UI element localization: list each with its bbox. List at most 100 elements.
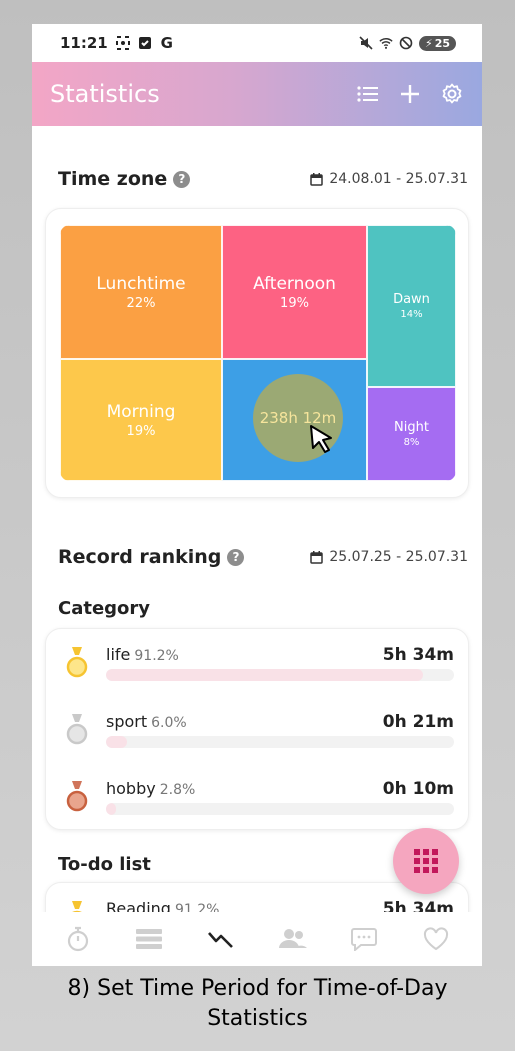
tile-afternoon[interactable]: Afternoon 19% [222, 225, 367, 359]
add-button[interactable] [398, 82, 422, 106]
category-row[interactable]: sport 6.0% 0h 21m [62, 712, 454, 762]
nav-records[interactable] [129, 919, 169, 959]
category-percent: 2.8% [159, 782, 196, 798]
progress-track [106, 736, 454, 748]
tile-percent: 19% [126, 423, 156, 439]
battery-bolt-icon: ⚡ [424, 36, 433, 50]
list-button[interactable] [356, 82, 380, 106]
tile-morning[interactable]: Morning 19% [60, 359, 222, 481]
time-zone-date-range[interactable]: 24.08.01 - 25.07.31 [310, 171, 468, 187]
gear-icon [442, 83, 462, 104]
category-row[interactable]: life 91.2% 5h 34m [62, 645, 454, 695]
tile-percent: 19% [280, 295, 309, 311]
nav-friends[interactable] [273, 919, 313, 959]
battery-indicator: ⚡ 25 [418, 35, 456, 51]
grid-icon [414, 849, 438, 873]
progress-fill [106, 669, 424, 681]
record-ranking-title: Record ranking [58, 546, 222, 568]
nav-favorites[interactable] [416, 919, 456, 959]
trend-chart-icon [208, 932, 234, 948]
mute-icon [359, 36, 373, 50]
date-range-text: 24.08.01 - 25.07.31 [329, 171, 468, 187]
tile-name: Morning [106, 401, 176, 422]
nav-timer[interactable] [58, 919, 98, 959]
todo-percent: 91.2% [174, 902, 220, 912]
category-name: sport [106, 712, 148, 731]
help-icon[interactable]: ? [227, 548, 245, 566]
nav-statistics[interactable] [201, 919, 241, 959]
status-time: 11:21 [60, 34, 108, 52]
category-row[interactable]: hobby 2.8% 0h 10m [62, 779, 454, 829]
people-icon [278, 929, 307, 948]
progress-track [106, 803, 454, 815]
nav-chat[interactable] [344, 919, 384, 959]
todo-row[interactable]: Reading 91.2% 5h 34m [62, 899, 454, 912]
progress-track [106, 669, 454, 681]
category-time: 0h 10m [382, 779, 454, 799]
page-title: Statistics [50, 80, 160, 108]
tile-name: Afternoon [253, 273, 336, 294]
category-percent: 91.2% [134, 648, 179, 664]
progress-fill [106, 803, 116, 815]
grid-menu-button[interactable] [393, 828, 459, 894]
category-name: life [106, 645, 131, 664]
tile-dawn[interactable]: Dawn 14% [367, 225, 456, 387]
tile-evening[interactable]: 238h 12m [222, 359, 367, 481]
bronze-medal-icon [66, 781, 88, 812]
category-title: Category [58, 598, 151, 619]
wifi-icon [379, 36, 393, 50]
gold-medal-icon [66, 647, 88, 678]
tile-percent: 22% [126, 295, 156, 311]
tile-name: Lunchtime [96, 273, 186, 294]
statistics-content[interactable]: Time zone ? 24.08.01 - 25.07.31 Lunchtim… [32, 126, 482, 912]
phone-screen: 11:21 G ⚡ 25 Statist [32, 24, 482, 966]
list-icon [357, 86, 378, 102]
stopwatch-icon [67, 926, 88, 952]
date-range-text: 25.07.25 - 25.07.31 [329, 549, 468, 565]
progress-fill [106, 736, 127, 748]
calendar-icon [310, 550, 324, 564]
plus-icon [401, 85, 419, 103]
battery-level: 25 [434, 36, 450, 50]
silver-medal-icon [66, 714, 88, 745]
settings-button[interactable] [440, 82, 464, 106]
todo-time: 5h 34m [382, 899, 454, 912]
tile-name: Night [394, 420, 429, 435]
record-ranking-header: Record ranking ? 25.07.25 - 25.07.31 [58, 546, 468, 568]
todo-title: To-do list [58, 854, 151, 875]
figure-caption: 8) Set Time Period for Time-of-Day Stati… [0, 974, 515, 1034]
heart-icon [424, 927, 449, 951]
category-name: hobby [106, 779, 156, 798]
do-not-disturb-icon [399, 36, 413, 50]
app-header: Statistics [32, 62, 482, 126]
calendar-icon [310, 172, 324, 186]
tile-name: Dawn [393, 292, 430, 307]
category-time: 0h 21m [382, 712, 454, 732]
help-icon[interactable]: ? [173, 170, 191, 188]
time-zone-card: Lunchtime 22% Afternoon 19% Dawn 14% Mor… [45, 208, 469, 498]
checkbox-icon [138, 36, 152, 50]
stack-list-icon [136, 929, 163, 949]
caption-line-2: Statistics [207, 1006, 308, 1031]
tile-night[interactable]: Night 8% [367, 387, 456, 481]
screenshot-icon [115, 36, 130, 50]
todo-card: Reading 91.2% 5h 34m [45, 882, 469, 912]
time-zone-treemap: Lunchtime 22% Afternoon 19% Dawn 14% Mor… [60, 225, 456, 481]
gold-medal-icon [72, 901, 82, 912]
tile-lunchtime[interactable]: Lunchtime 22% [60, 225, 222, 359]
todo-name: Reading [106, 899, 171, 912]
status-bar: 11:21 G ⚡ 25 [32, 24, 482, 62]
tile-percent: 14% [400, 309, 423, 320]
category-time: 5h 34m [382, 645, 454, 665]
mouse-cursor-icon [310, 425, 332, 453]
category-card: life 91.2% 5h 34m sport 6.0% 0h 21m hobby 2… [45, 628, 469, 830]
bottom-navigation [32, 912, 482, 966]
category-percent: 6.0% [151, 715, 187, 731]
tile-percent: 8% [403, 437, 420, 448]
record-ranking-date-range[interactable]: 25.07.25 - 25.07.31 [310, 549, 468, 565]
time-zone-header: Time zone ? 24.08.01 - 25.07.31 [58, 168, 468, 190]
chat-bubble-icon [351, 928, 378, 951]
google-icon: G [160, 34, 173, 52]
time-zone-title: Time zone [58, 168, 168, 190]
caption-line-1: 8) Set Time Period for Time-of-Day [67, 976, 448, 1001]
